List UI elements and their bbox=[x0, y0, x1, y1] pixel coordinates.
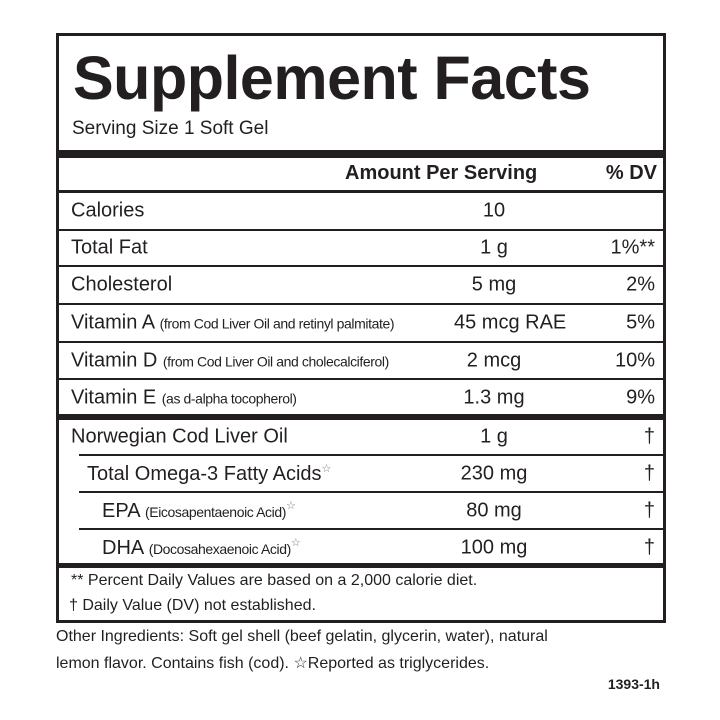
panel-title: Supplement Facts bbox=[73, 44, 591, 112]
nutrient-row: Vitamin A (from Cod Liver Oil and retiny… bbox=[59, 305, 663, 343]
oil-name: DHA bbox=[102, 536, 144, 559]
nutrient-row: Cholesterol 5 mg 2% bbox=[59, 267, 663, 305]
oil-amount: 1 g bbox=[480, 425, 508, 448]
nutrient-row: Vitamin E (as d-alpha tocopherol) 1.3 mg… bbox=[59, 380, 663, 415]
nutrient-row: Vitamin D (from Cod Liver Oil and cholec… bbox=[59, 343, 663, 380]
star-icon: ☆ bbox=[321, 462, 332, 475]
nutrient-amount: 2 mcg bbox=[466, 349, 522, 371]
supplement-facts-panel: Supplement Facts Serving Size 1 Soft Gel… bbox=[56, 33, 666, 623]
nutrient-label: Vitamin A (from Cod Liver Oil and retiny… bbox=[71, 311, 395, 335]
oil-row: EPA (Eicosapentaenoic Acid)☆ 80 mg † bbox=[79, 493, 663, 530]
divider-thick bbox=[59, 414, 663, 420]
nutrient-name: Total Fat bbox=[71, 236, 148, 259]
star-icon: ☆ bbox=[290, 536, 301, 549]
nutrient-amount: 5 mg bbox=[471, 273, 517, 296]
nutrient-amount: 1 g bbox=[480, 236, 508, 259]
oil-label: DHA (Docosahexaenoic Acid)☆ bbox=[102, 536, 301, 560]
footnote-dv: ** Percent Daily Values are based on a 2… bbox=[71, 572, 478, 589]
oil-dv: † bbox=[643, 462, 655, 484]
divider-thick bbox=[59, 563, 663, 568]
oil-name: Total Omega-3 Fatty Acids bbox=[87, 462, 322, 485]
oil-name: Norwegian Cod Liver Oil bbox=[71, 425, 288, 448]
nutrient-amount: 45 mcg RAE bbox=[454, 311, 567, 334]
nutrient-dv: 9% bbox=[626, 386, 655, 408]
nutrient-dv: 5% bbox=[626, 311, 655, 334]
oil-row: DHA (Docosahexaenoic Acid)☆ 100 mg † bbox=[79, 530, 663, 565]
oil-amount: 230 mg bbox=[460, 462, 528, 484]
nutrient-dv: 10% bbox=[614, 349, 655, 371]
product-code: 1393-1h bbox=[607, 676, 660, 692]
nutrient-name: Vitamin E bbox=[71, 386, 157, 408]
amount-header: Amount Per Serving bbox=[345, 162, 538, 184]
nutrient-note: (from Cod Liver Oil and cholecalciferol) bbox=[162, 353, 389, 369]
oil-row: Norwegian Cod Liver Oil 1 g † bbox=[71, 420, 663, 456]
footnote-dagger: † Daily Value (DV) not established. bbox=[69, 597, 316, 614]
dv-header: % DV bbox=[605, 162, 657, 184]
star-icon: ☆ bbox=[286, 499, 296, 512]
divider-thick bbox=[59, 150, 663, 158]
oil-note: (Docosahexaenoic Acid) bbox=[148, 540, 292, 557]
oil-name: EPA bbox=[102, 499, 140, 522]
nutrient-note: (as d-alpha tocopherol) bbox=[161, 390, 297, 406]
nutrient-name: Vitamin D bbox=[71, 349, 158, 371]
other-ingredients-cont: lemon flavor. Contains fish (cod). ☆Repo… bbox=[56, 655, 490, 672]
nutrient-label: Vitamin D (from Cod Liver Oil and cholec… bbox=[71, 349, 389, 372]
nutrient-name: Cholesterol bbox=[71, 273, 173, 296]
oil-note: (Eicosapentaenoic Acid) bbox=[145, 503, 286, 520]
oil-amount: 80 mg bbox=[466, 499, 522, 521]
nutrient-amount: 10 bbox=[482, 199, 506, 222]
column-header: Amount Per Serving % DV bbox=[59, 158, 663, 190]
oil-label: Total Omega-3 Fatty Acids☆ bbox=[87, 462, 331, 486]
oil-dv: † bbox=[643, 499, 655, 521]
nutrient-row: Total Fat 1 g 1%** bbox=[59, 231, 663, 267]
nutrient-name: Calories bbox=[71, 199, 145, 222]
oil-row: Total Omega-3 Fatty Acids☆ 230 mg † bbox=[79, 456, 663, 493]
oil-amount: 100 mg bbox=[460, 536, 528, 558]
nutrient-label: Vitamin E (as d-alpha tocopherol) bbox=[71, 386, 297, 409]
oil-dv: † bbox=[643, 536, 655, 558]
nutrient-note: (from Cod Liver Oil and retinyl palmitat… bbox=[159, 315, 395, 332]
other-ingredients: Other Ingredients: Soft gel shell (beef … bbox=[56, 628, 548, 645]
nutrient-dv: 2% bbox=[626, 273, 655, 296]
nutrient-name: Vitamin A bbox=[71, 311, 155, 334]
divider bbox=[59, 190, 663, 193]
oil-dv: † bbox=[643, 425, 655, 448]
oil-label: EPA (Eicosapentaenoic Acid)☆ bbox=[102, 499, 296, 523]
serving-size: Serving Size 1 Soft Gel bbox=[72, 118, 269, 139]
nutrient-amount: 1.3 mg bbox=[463, 386, 525, 408]
nutrient-dv: 1%** bbox=[610, 236, 655, 259]
nutrient-row: Calories 10 bbox=[59, 193, 663, 231]
